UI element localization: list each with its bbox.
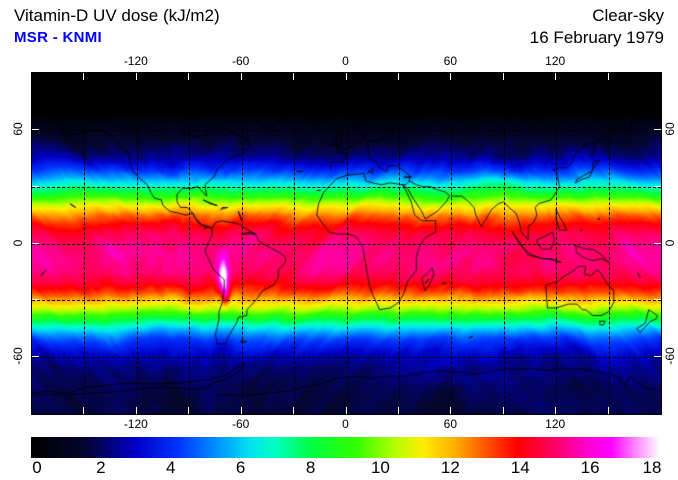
axis-label-lat-right: 0	[663, 239, 677, 246]
colorbar-tick-label: 10	[370, 458, 390, 477]
axis-label-lon-bottom: -120	[123, 417, 148, 431]
axis-tick-top	[240, 73, 242, 80]
sky-condition-label: Clear-sky	[592, 6, 664, 25]
uv-dose-heatmap	[32, 73, 661, 414]
axis-tick-left	[32, 242, 39, 244]
axis-tick-left	[32, 185, 39, 187]
colorbar-tick-label: 14	[510, 458, 530, 477]
axis-label-lon-top: 60	[443, 54, 458, 68]
axis-tick-bottom	[502, 407, 504, 414]
axis-label-lon-bottom: 120	[545, 417, 566, 431]
axis-tick-bottom	[83, 407, 85, 414]
colorbar-tick-labels: 0 2 4 6 8 10 12 14 16 18	[0, 458, 678, 480]
colorbar-tick-label: 6	[235, 458, 246, 477]
colorbar-tick-label: 8	[305, 458, 316, 477]
axis-tick-bottom	[345, 407, 347, 414]
axis-tick-right	[654, 356, 661, 358]
axis-label-lon-bottom: -60	[231, 417, 250, 431]
axis-tick-bottom	[607, 407, 609, 414]
colorbar-gradient	[31, 437, 660, 458]
axis-tick-bottom	[450, 407, 452, 414]
data-source-label: MSR - KNMI	[14, 29, 102, 46]
axis-label-lon-top: -120	[123, 54, 148, 68]
axis-label-lat-right: -60	[663, 347, 677, 365]
axis-label-lat-left: 0	[11, 239, 25, 246]
colorbar-tick-label: 18	[642, 458, 662, 477]
axis-tick-left	[32, 356, 39, 358]
axis-label-lon-bottom: 60	[443, 417, 458, 431]
axis-tick-right	[654, 128, 661, 130]
map-plot-area	[31, 72, 662, 415]
axis-tick-top	[607, 73, 609, 80]
axis-label-lat-left: 60	[11, 122, 25, 136]
axis-tick-right	[654, 185, 661, 187]
axis-label-lon-top: -60	[231, 54, 250, 68]
axis-label-lat-right: 60	[663, 122, 677, 136]
axis-tick-right	[654, 299, 661, 301]
date-label: 16 February 1979	[529, 28, 664, 47]
colorbar-tick-label: 12	[440, 458, 460, 477]
axis-tick-bottom	[135, 407, 137, 414]
colorbar-tick-label: 16	[580, 458, 600, 477]
axis-tick-bottom	[293, 407, 295, 414]
axis-tick-top	[555, 73, 557, 80]
axis-tick-top	[135, 73, 137, 80]
axis-tick-left	[32, 128, 39, 130]
axis-label-lon-top: 120	[545, 54, 566, 68]
axis-tick-top	[450, 73, 452, 80]
axis-label-lon-bottom: 0	[342, 417, 349, 431]
axis-label-lat-left: -60	[11, 347, 25, 365]
axis-tick-bottom	[188, 407, 190, 414]
axis-tick-top	[502, 73, 504, 80]
colorbar	[31, 437, 660, 458]
axis-label-lon-top: 0	[342, 54, 349, 68]
axis-tick-right	[654, 242, 661, 244]
axis-tick-top	[293, 73, 295, 80]
colorbar-tick-label: 2	[96, 458, 106, 477]
axis-tick-top	[397, 73, 399, 80]
axis-tick-bottom	[240, 407, 242, 414]
page-title: Vitamin-D UV dose (kJ/m2)	[14, 6, 220, 25]
axis-tick-left	[32, 299, 39, 301]
axis-tick-top	[188, 73, 190, 80]
colorbar-tick-label: 0	[32, 458, 42, 477]
axis-tick-top	[345, 73, 347, 80]
axis-tick-bottom	[555, 407, 557, 414]
axis-tick-top	[83, 73, 85, 80]
axis-tick-bottom	[397, 407, 399, 414]
colorbar-tick-label: 4	[166, 458, 176, 477]
